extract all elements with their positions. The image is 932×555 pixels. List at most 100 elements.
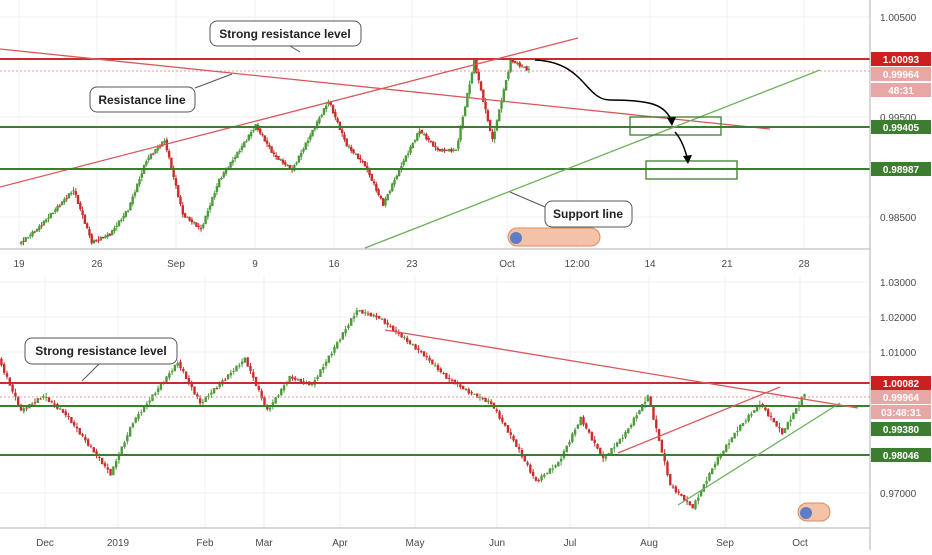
top-support-line-label: Support line <box>553 207 623 221</box>
bottom-candle-body <box>411 344 414 346</box>
bottom-support-line[interactable] <box>677 402 841 506</box>
top-target-box-1[interactable] <box>629 116 722 136</box>
top-chart-panel[interactable]: Strong resistance level Resistance line … <box>0 0 932 275</box>
bottom-candle-body <box>5 373 9 377</box>
bottom-candle-body <box>442 373 445 375</box>
bottom-x-axis-ticks: Dec 2019 Feb Mar Apr May Jun Jul Aug Sep Oct <box>36 538 808 549</box>
bottom-candle-body <box>44 397 48 399</box>
bottom-price-badges: 1.00082 0.99964 03:48:31 0.99380 0.98046 <box>871 376 931 462</box>
top-candle-body <box>138 178 141 185</box>
bottom-candle-body <box>212 388 216 394</box>
bottom-candle-body <box>660 439 664 453</box>
top-strong-resistance-label: Strong resistance level <box>219 27 350 41</box>
bottom-candle-body <box>730 437 734 443</box>
bottom-candle-body <box>215 388 219 390</box>
top-candle-body <box>136 183 139 193</box>
top-candle-body <box>26 237 30 239</box>
bottom-candle-body <box>117 455 121 460</box>
top-candle-body <box>391 183 394 192</box>
bottom-candle-body <box>512 436 515 441</box>
top-strong-resistance-callout[interactable]: Strong resistance level <box>209 20 362 53</box>
bottom-candle-body <box>14 392 17 397</box>
top-candle-body <box>281 159 285 164</box>
bottom-candle-body <box>310 383 314 385</box>
bottom-candle-body <box>705 481 708 484</box>
bottom-candle-body <box>347 325 350 328</box>
bottom-candle-body <box>179 361 182 369</box>
bottom-candle-body <box>383 318 387 324</box>
top-candle-body <box>459 126 462 141</box>
bottom-candle-body <box>165 376 168 382</box>
bottom-candle-body <box>666 461 669 476</box>
bottom-chart-svg[interactable]: Strong resistance level Dec 2019 Feb Mar Apr… <box>0 275 932 550</box>
top-candle-body <box>101 236 105 239</box>
bottom-candle-body <box>280 388 283 395</box>
top-rising-red-trendline[interactable] <box>0 37 579 188</box>
bottom-candle-body <box>109 468 112 476</box>
bottom-candle-body <box>459 384 462 387</box>
top-candle-body <box>47 217 50 219</box>
bottom-candle-body <box>753 410 756 413</box>
bottom-descending-resistance-line[interactable] <box>384 329 859 409</box>
top-candle-body <box>284 162 287 165</box>
bottom-candle-body <box>176 363 179 366</box>
top-candle-body <box>309 135 312 140</box>
bottom-candle-body <box>366 313 370 315</box>
top-x-tick-label: 28 <box>798 259 810 270</box>
top-candle-body <box>372 181 376 184</box>
bottom-price-badge: 1.00082 <box>871 376 931 390</box>
bottom-strong-resistance-callout[interactable]: Strong resistance level <box>24 337 178 382</box>
bottom-candle-body <box>683 494 686 501</box>
top-resistance-line-callout[interactable]: Resistance line <box>89 73 233 113</box>
bottom-chart-panel[interactable]: Strong resistance level Dec 2019 Feb Mar Apr… <box>0 275 932 550</box>
top-candle-body <box>293 164 296 171</box>
bottom-rising-red-trendline[interactable] <box>617 386 781 454</box>
top-target-box-2[interactable] <box>645 160 738 180</box>
bottom-candle-body <box>184 371 188 380</box>
top-candle-body <box>195 222 198 227</box>
bottom-candle-body <box>484 397 487 402</box>
bottom-candle-body <box>697 497 700 501</box>
svg-text:0.99964: 0.99964 <box>883 70 920 81</box>
bottom-candle-body <box>142 405 146 413</box>
bottom-candle-body <box>159 383 163 390</box>
top-x-tick-label: Oct <box>499 259 515 270</box>
bottom-candle-body <box>769 415 773 417</box>
bottom-candle-body <box>657 429 661 441</box>
bottom-candle-body <box>316 376 319 379</box>
bottom-candle-body <box>489 401 493 404</box>
top-candle-body <box>270 146 273 153</box>
bottom-candle-body <box>727 443 731 445</box>
top-chart-svg[interactable]: Strong resistance level Resistance line … <box>0 0 932 275</box>
top-candle-body <box>416 133 419 141</box>
top-candle-body <box>322 108 326 116</box>
top-candle-body <box>495 120 499 131</box>
bottom-candle-body <box>627 428 630 434</box>
bottom-candle-body <box>378 316 381 319</box>
top-support-line-callout[interactable]: Support line <box>509 191 633 228</box>
bottom-candle-body <box>92 447 95 453</box>
bottom-candle-body <box>392 325 395 331</box>
top-candle-body <box>350 147 353 151</box>
top-candle-body <box>313 128 317 130</box>
top-candle-body <box>498 109 501 122</box>
bottom-candle-body <box>778 427 781 429</box>
bottom-price-badge: 0.98046 <box>871 448 931 462</box>
bottom-candle-body <box>467 389 470 394</box>
top-candle-body <box>99 236 103 241</box>
top-support-line[interactable] <box>364 69 821 249</box>
bottom-candle-body <box>369 312 373 317</box>
top-candle-body <box>297 155 301 163</box>
top-events-icon[interactable] <box>507 227 601 247</box>
top-candle-body <box>24 237 27 242</box>
bottom-events-icon[interactable] <box>797 502 831 522</box>
bottom-candle-body <box>635 415 638 419</box>
top-resistance-line[interactable] <box>0 48 771 130</box>
bottom-candle-body <box>568 441 571 445</box>
top-projection-arrowhead-1 <box>667 117 676 126</box>
bottom-candle-body <box>168 373 171 378</box>
top-y-tick-label: 0.99500 <box>880 113 917 124</box>
bottom-candle-body <box>733 432 736 439</box>
bottom-candle-body <box>599 447 602 456</box>
top-candle-body <box>393 180 396 185</box>
